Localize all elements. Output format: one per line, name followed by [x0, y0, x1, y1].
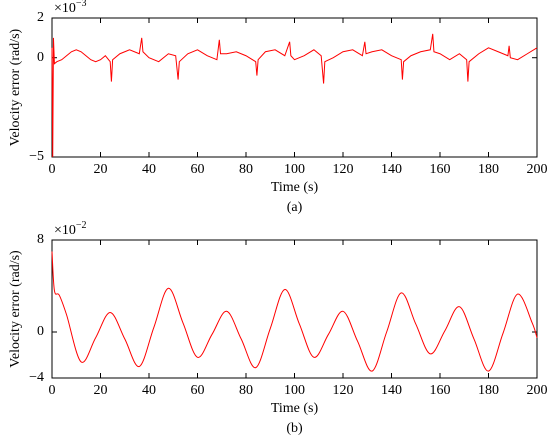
- x-tick-label: 60: [191, 383, 205, 398]
- y-tick-label: 0: [37, 324, 44, 339]
- series-line: [51, 251, 538, 372]
- x-tick-label: 40: [142, 162, 156, 177]
- x-tick-label: 140: [381, 162, 402, 177]
- x-tick-label: 180: [478, 383, 499, 398]
- x-tick-label: 20: [94, 162, 108, 177]
- axes-box: [51, 17, 538, 158]
- x-tick-label: 180: [478, 162, 499, 177]
- x-tick-label: 140: [381, 383, 402, 398]
- x-tick-label: 200: [527, 383, 548, 398]
- x-tick-label: 80: [239, 383, 253, 398]
- x-tick-label: 40: [142, 383, 156, 398]
- y-tick-label: −5: [29, 149, 44, 164]
- y-tick-label: 0: [37, 50, 44, 65]
- axis-multiplier: ×10−3: [54, 0, 87, 16]
- x-tick-label: 200: [527, 162, 548, 177]
- multiplier-base: ×10: [54, 223, 76, 238]
- x-tick-label: 160: [430, 383, 451, 398]
- multiplier-exponent: −2: [76, 220, 87, 231]
- x-tick-label: 120: [333, 162, 354, 177]
- multiplier-exponent: −3: [76, 0, 87, 9]
- caption: (a): [287, 200, 303, 215]
- x-axis-label: Time (s): [271, 180, 319, 195]
- y-tick-label: −4: [29, 370, 44, 385]
- y-axis-label: Velocity error (rad/s): [8, 250, 23, 368]
- x-tick-label: 120: [333, 383, 354, 398]
- y-tick-label: 8: [37, 232, 44, 247]
- x-tick-label: 60: [191, 162, 205, 177]
- series-line: [51, 33, 538, 158]
- multiplier-base: ×10: [54, 1, 76, 16]
- x-axis-label: Time (s): [271, 401, 319, 416]
- x-tick-label: 0: [49, 162, 56, 177]
- x-tick-label: 160: [430, 162, 451, 177]
- y-axis-label: Velocity error (rad/s): [8, 28, 23, 146]
- caption: (b): [286, 421, 303, 436]
- y-tick-label: 2: [37, 10, 44, 25]
- x-tick-label: 80: [239, 162, 253, 177]
- x-tick-label: 20: [94, 383, 108, 398]
- axis-multiplier: ×10−2: [54, 220, 87, 238]
- x-tick-label: 100: [284, 162, 305, 177]
- x-tick-label: 0: [49, 383, 56, 398]
- x-tick-label: 100: [284, 383, 305, 398]
